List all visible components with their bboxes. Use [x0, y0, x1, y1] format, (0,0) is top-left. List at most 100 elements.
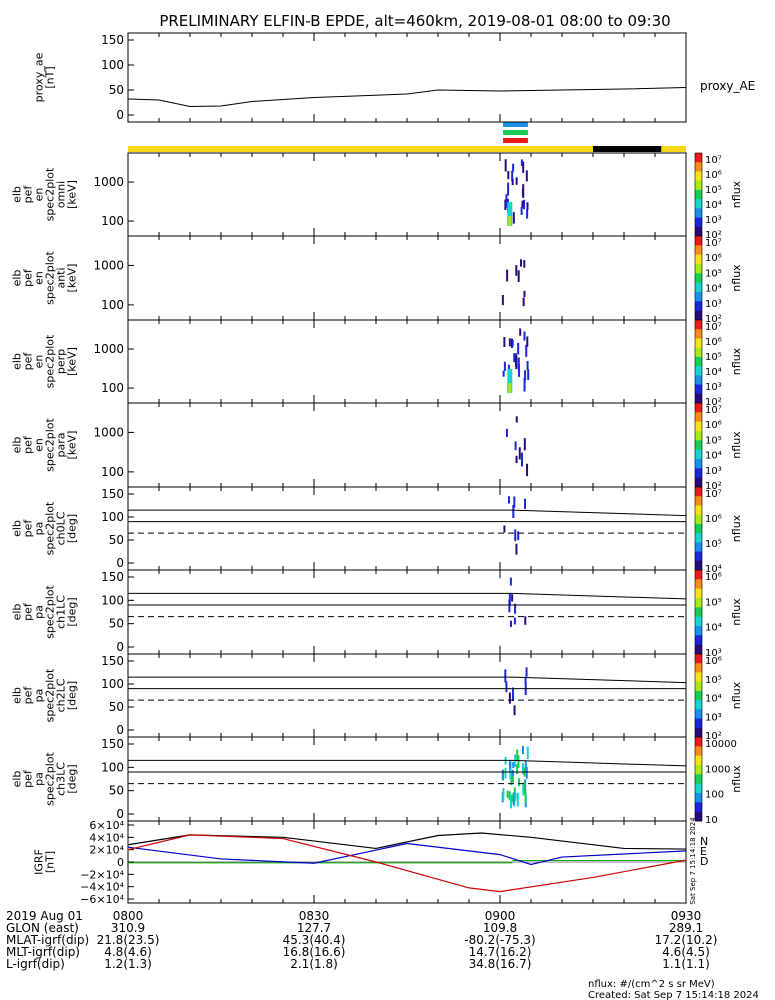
colorbar-swatch: [695, 171, 702, 182]
proxy-ae-legend: proxy_AE: [700, 79, 755, 93]
y-tick-label: 100: [101, 760, 124, 774]
footer-value: 109.8: [483, 921, 517, 935]
colorbar-swatch: [695, 459, 702, 469]
spectrogram-pixel: [512, 212, 515, 224]
colorbar-swatch: [695, 802, 702, 813]
y-tick-label: 150: [101, 570, 124, 584]
colorbar-swatch: [695, 282, 702, 293]
panel-ch1: elbpefpaspec2plotch1LC[deg]15010050010⁶1…: [11, 569, 743, 659]
colorbar-tick-label: 10⁵: [705, 539, 722, 550]
spectrogram-pixel: [511, 178, 514, 186]
y-tick-label: 50: [109, 700, 124, 714]
colorbar-swatch: [695, 505, 702, 516]
colorbar-swatch: [695, 180, 702, 191]
y-tick-label: 100: [101, 381, 124, 395]
footer-value: 21.8(23.5): [97, 933, 160, 947]
spectrogram-patches: [501, 745, 529, 809]
colorbar-swatch: [695, 607, 702, 618]
colorbar-label: nflux: [730, 264, 743, 292]
spectrogram-pixel: [517, 270, 520, 283]
colorbar-swatch: [695, 774, 702, 785]
spectrogram-pixel: [511, 170, 514, 182]
spectrogram-pixel: [520, 159, 523, 166]
footer-value: 45.3(40.4): [283, 933, 346, 947]
y-axis-label: [deg]: [66, 514, 79, 543]
colorbar-tick-label: 10⁶: [705, 514, 722, 525]
y-axis-label: elb: [11, 437, 24, 454]
colorbar-tick-label: 1000: [705, 764, 730, 775]
colorbar: 10⁶ 10⁵ 10⁴ 10³ nflux: [694, 569, 743, 659]
spectrogram-pixel: [508, 383, 512, 393]
spectrogram-pixel: [523, 782, 526, 794]
footer-row-label: L-igrf(dip): [6, 957, 65, 971]
y-axis-label: elb: [11, 520, 24, 537]
colorbar-tick-label: 10⁶: [705, 656, 722, 667]
panel-frame: [127, 32, 687, 123]
units-note: nflux: #/(cm^2 s sr MeV): [588, 979, 715, 990]
y-tick-label: 6×10⁴: [89, 819, 124, 832]
colorbar-swatch: [695, 440, 702, 451]
y-tick-label: 1000: [93, 258, 124, 272]
colorbar-swatch: [695, 449, 702, 460]
colorbar-swatch: [695, 431, 702, 441]
spectrogram-pixel: [508, 599, 511, 613]
spectrogram-pixel: [526, 746, 529, 760]
y-tick-label: 4×10⁴: [89, 831, 124, 844]
colorbar-swatch: [695, 755, 702, 766]
colorbar-tick-label: 10⁵: [705, 185, 722, 196]
y-axis-label: pef: [22, 352, 35, 371]
spectrogram-pixel: [526, 463, 529, 477]
orbit-status-bar: [128, 146, 686, 152]
spectrogram-patches: [505, 416, 529, 477]
spectrogram-pixel: [526, 208, 529, 219]
plot-title: PRELIMINARY ELFIN-B EPDE, alt=460km, 201…: [159, 12, 670, 30]
spectrogram-pixel: [512, 687, 515, 701]
colorbar-tick-label: 10⁴: [705, 623, 722, 634]
y-axis-label: elb: [11, 687, 24, 704]
spectrogram-pixel: [516, 749, 519, 761]
colorbar-tick-label: 10³: [705, 382, 722, 393]
spectrogram-pixel: [527, 369, 530, 381]
colorbar-swatch: [695, 254, 702, 265]
colorbar-label: nflux: [730, 347, 743, 375]
footer-value: 16.8(16.6): [283, 945, 346, 959]
spectrogram-pixel: [518, 447, 521, 460]
y-axis-label: spec2plot: [44, 501, 57, 555]
colorbar-tick-label: 10³: [705, 299, 722, 310]
y-axis-label: spec2plot: [44, 334, 57, 388]
colorbar-swatch: [695, 718, 702, 729]
colorbar-tick-label: 10²: [705, 731, 722, 742]
spectrogram-pixel: [515, 355, 518, 370]
panel-frame: [127, 569, 687, 655]
spectrogram-pixel: [512, 163, 515, 172]
spectrogram-pixel: [507, 202, 513, 226]
colorbar-swatch: [695, 301, 702, 312]
colorbar-label: nflux: [730, 765, 743, 793]
y-axis-label: elb: [11, 186, 24, 203]
spectrogram-pixel: [521, 745, 524, 755]
colorbar: 10⁷ 10⁶ 10⁵ 10⁴ nflux: [694, 486, 743, 575]
y-tick-label: 50: [109, 784, 124, 798]
igrf-legend-N: N: [700, 835, 708, 848]
spectrogram-pixel: [508, 692, 511, 704]
colorbar-tick-label: 10²: [705, 481, 722, 492]
colorbar-tick-label: 10⁵: [705, 435, 722, 446]
colorbar-tick-label: 10²: [705, 230, 722, 241]
panel-frame: [127, 152, 687, 237]
spectrogram-pixel: [516, 764, 519, 774]
spectrogram-pixel: [503, 525, 506, 533]
igrf-line-E: [127, 842, 687, 866]
spectrogram-pixel: [521, 763, 524, 775]
y-axis-label: elb: [11, 604, 24, 621]
panel-frame: [127, 736, 687, 822]
panel-frame: [127, 653, 687, 738]
colorbar-swatch: [695, 226, 702, 237]
colorbar-tick-label: 10⁴: [705, 451, 722, 462]
y-axis-label: pef: [22, 686, 35, 705]
colorbar-swatch: [695, 208, 702, 219]
spectrogram-pixel: [523, 260, 526, 268]
y-axis-label: spec2plot: [44, 167, 57, 221]
spectrogram-pixel: [505, 681, 508, 693]
y-tick-label: 100: [101, 593, 124, 607]
